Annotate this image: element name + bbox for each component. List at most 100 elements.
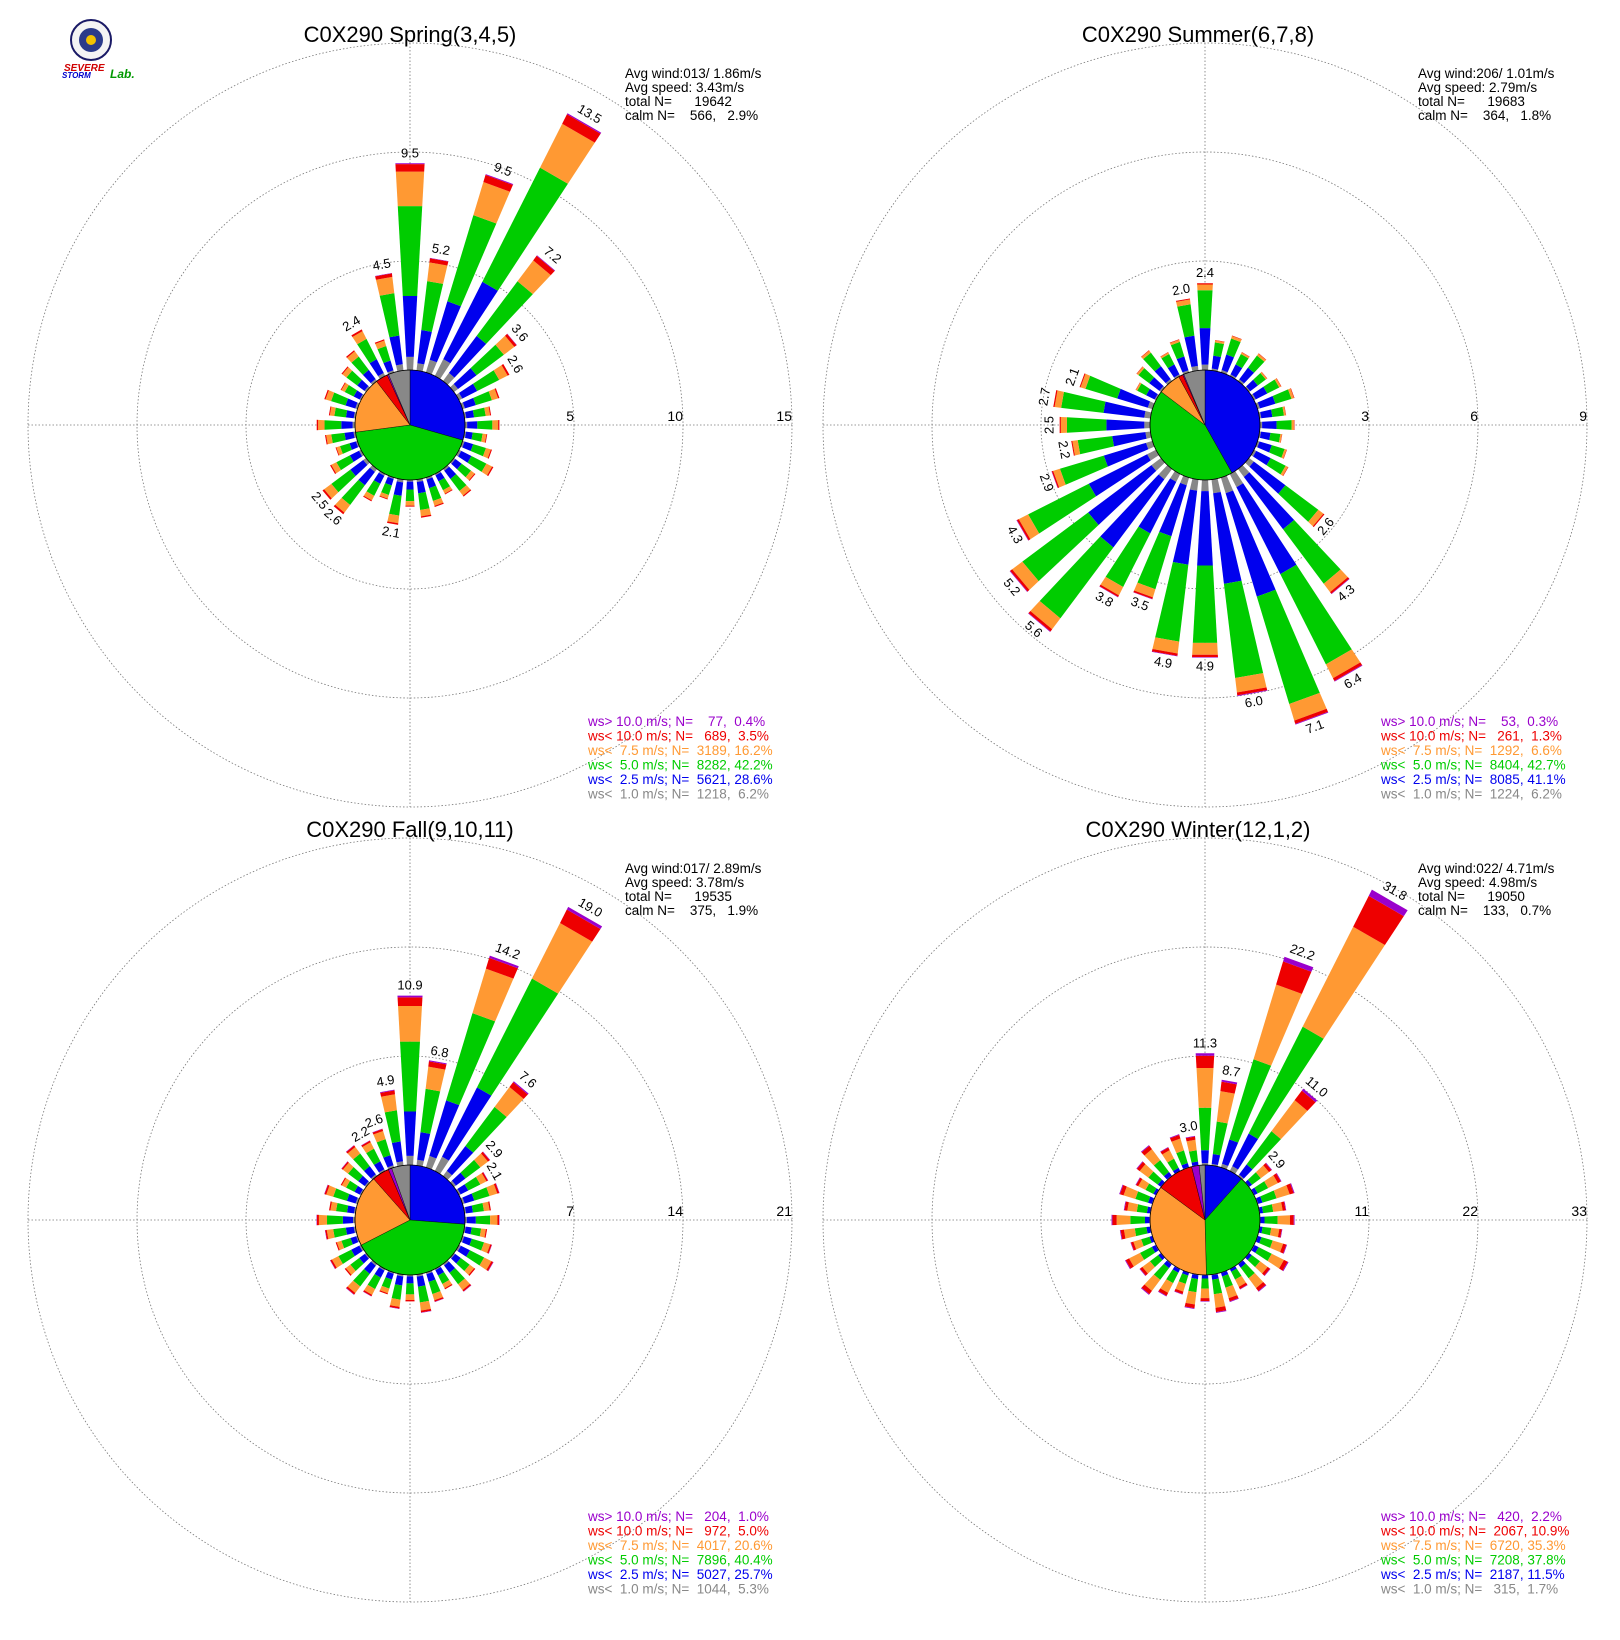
bar-segment-lt25 — [1172, 489, 1198, 565]
bar-segment-lt10 — [346, 1145, 356, 1154]
bar-segment-gt10 — [421, 1310, 432, 1313]
bar-segment-lt10 — [1215, 339, 1225, 343]
bar-segment-lt5 — [470, 1227, 482, 1237]
bar-segment-lt5 — [1061, 391, 1106, 413]
bar-segment-lt25 — [464, 431, 473, 440]
bar-segment-lt1 — [397, 1273, 404, 1277]
bar-segment-lt25 — [1149, 1236, 1155, 1243]
bar-segment-lt25 — [417, 330, 432, 365]
bar-segment-lt1 — [370, 1260, 378, 1266]
bar-segment-lt75 — [1288, 388, 1294, 399]
bar-segment-gt10 — [1133, 592, 1153, 600]
bar-segment-lt1 — [460, 1197, 465, 1205]
bar-segment-lt25 — [416, 1275, 426, 1287]
bar-segment-lt25 — [1088, 465, 1157, 525]
bar-segment-lt25 — [1245, 1253, 1252, 1261]
bar-segment-lt75 — [1144, 1149, 1161, 1166]
bar-segment-lt25 — [357, 379, 369, 391]
bar-segment-lt75 — [1235, 1275, 1246, 1287]
bar-segment-lt5 — [1022, 512, 1099, 582]
bar-segment-lt75 — [1325, 649, 1361, 679]
bar-segment-lt25 — [1221, 354, 1234, 373]
bar-segment-lt25 — [1260, 409, 1273, 419]
bar-segment-lt75 — [1277, 1215, 1290, 1225]
bar-segment-lt25 — [1146, 388, 1158, 400]
bar-segment-lt25 — [1232, 1133, 1259, 1170]
bar-segment-lt25 — [393, 481, 404, 496]
bar-segment-lt1 — [1211, 478, 1221, 494]
bar-segment-lt5 — [1167, 1158, 1179, 1171]
bar-segment-lt25 — [346, 1194, 358, 1204]
bar-segment-lt75 — [1323, 569, 1348, 593]
bar-segment-lt5 — [466, 1250, 485, 1266]
bar-segment-lt10 — [434, 1297, 444, 1302]
bar-segment-lt1 — [1201, 479, 1209, 492]
bar-segment-lt5 — [1149, 1255, 1163, 1268]
bar-segment-gt10 — [429, 257, 449, 262]
bar-segment-lt1 — [1258, 412, 1262, 419]
bar-segment-gt10 — [1237, 690, 1268, 697]
bar-segment-lt25 — [1199, 328, 1211, 365]
bar-segment-lt10 — [1135, 382, 1141, 391]
bar-segment-lt10 — [444, 489, 453, 495]
legend-entry: ws> 10.0 m/s; N= 204, 1.0% — [587, 1509, 769, 1524]
bar-segment-lt1 — [442, 465, 450, 471]
bar-segment-gt10 — [488, 1244, 493, 1254]
bar-segment-lt5 — [470, 344, 504, 376]
bar-segment-lt10 — [1236, 687, 1268, 696]
bar-segment-lt5 — [1260, 1190, 1277, 1203]
ring-label: 6 — [1470, 408, 1478, 424]
bar-segment-lt5 — [331, 469, 356, 493]
bar-segment-gt10 — [434, 1298, 444, 1303]
bar-segment-lt75 — [1144, 1274, 1161, 1291]
stat-calm: calm N= 364, 1.8% — [1418, 108, 1551, 123]
bar-value-label: 2.9 — [1037, 472, 1057, 494]
bar-segment-lt25 — [462, 1236, 472, 1246]
bar-segment-gt10 — [345, 1287, 355, 1295]
bar-segment-lt10 — [405, 1300, 415, 1302]
bar-segment-lt5 — [1153, 1160, 1169, 1177]
bar-segment-lt25 — [350, 460, 368, 477]
bar-segment-lt1 — [378, 1266, 386, 1271]
bar-segment-lt1 — [378, 1169, 386, 1174]
bar-segment-lt1 — [1145, 440, 1155, 450]
bar-segment-lt10 — [1283, 449, 1287, 459]
bar-segment-lt5 — [379, 293, 400, 338]
bar-segment-gt10 — [1229, 1298, 1239, 1303]
bar-segment-lt10 — [487, 1244, 492, 1254]
bar-segment-lt75 — [1141, 350, 1151, 360]
bar-segment-lt75 — [1134, 582, 1156, 598]
bar-segment-lt10 — [1141, 1145, 1152, 1156]
bar-segment-lt25 — [1106, 419, 1145, 431]
bar-segment-lt75 — [481, 1242, 491, 1254]
bar-segment-lt25 — [448, 335, 487, 378]
logo-storm: STORM — [62, 71, 91, 80]
bar-segment-lt10 — [330, 1259, 337, 1269]
bar-segment-lt10 — [1241, 352, 1250, 357]
bar-segment-lt25 — [362, 369, 376, 384]
bar-segment-lt5 — [1213, 342, 1224, 358]
bar-segment-lt10 — [562, 114, 601, 143]
bar-segment-lt10 — [324, 389, 329, 400]
bar-segment-lt5 — [473, 370, 500, 392]
legend-entry: ws< 1.0 m/s; N= 1218, 6.2% — [587, 787, 769, 802]
ring-label: 15 — [776, 408, 792, 424]
bar-segment-lt5 — [1247, 1255, 1261, 1268]
bar-segment-lt10 — [344, 1268, 352, 1276]
bar-segment-lt75 — [335, 497, 351, 513]
bar-segment-lt1 — [425, 475, 433, 480]
bar-segment-lt75 — [326, 434, 333, 445]
bar-segment-lt25 — [385, 476, 394, 486]
bar-segment-lt25 — [1211, 355, 1221, 370]
bar-segment-lt1 — [434, 1156, 449, 1174]
bar-segment-lt75 — [379, 492, 389, 499]
bar-segment-lt10 — [1277, 1228, 1282, 1238]
logo: SEVERE STORM Lab. — [62, 19, 135, 81]
bar-segment-lt75 — [1054, 390, 1064, 408]
bar-segment-lt1 — [425, 1155, 437, 1170]
bar-segment-lt75 — [1129, 1252, 1145, 1267]
bar-segment-lt10 — [509, 1082, 528, 1099]
bar-value-label: 2.7 — [1035, 386, 1053, 406]
bar-segment-lt5 — [338, 1249, 355, 1264]
